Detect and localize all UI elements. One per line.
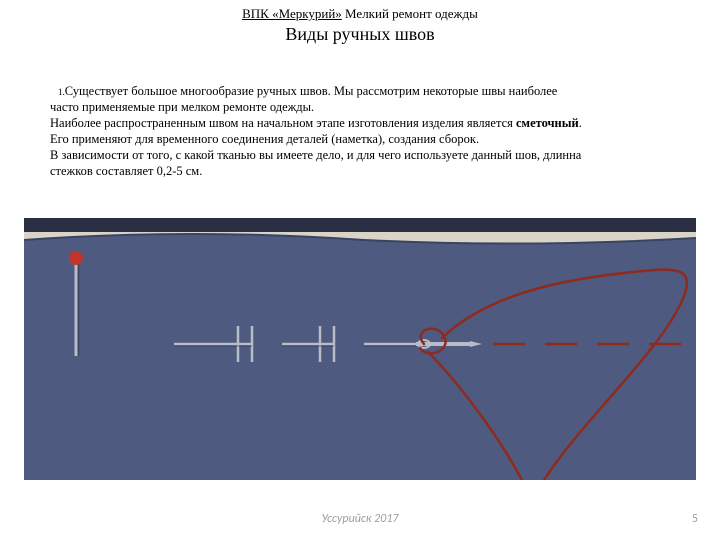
fabric (24, 234, 696, 480)
list-number: 1. (58, 87, 65, 97)
para2-line3: В зависимости от того, с какой тканью вы… (50, 147, 678, 163)
stitch-illustration (24, 218, 696, 480)
page-title: Виды ручных швов (0, 24, 720, 45)
body-text: 1.Существует большое многообразие ручных… (0, 45, 720, 179)
header-line: ВПК «Меркурий» Мелкий ремонт одежды (0, 6, 720, 22)
topic: Мелкий ремонт одежды (342, 6, 478, 21)
para2-line2: Его применяют для временного соединения … (50, 131, 678, 147)
page-number: 5 (692, 512, 698, 526)
fabric-shadow-top (24, 218, 696, 232)
para1-line2: часто применяемые при мелком ремонте оде… (50, 99, 678, 115)
footer-text: Уссурийск 2017 (0, 512, 720, 526)
org-name: ВПК «Меркурий» (242, 6, 342, 21)
para1-line1: 1.Существует большое многообразие ручных… (58, 83, 678, 99)
pin-head (69, 251, 83, 265)
para2-line1: Наиболее распространенным швом на началь… (50, 115, 678, 131)
header: ВПК «Меркурий» Мелкий ремонт одежды Виды… (0, 0, 720, 45)
para2-line4: стежков составляет 0,2-5 см. (50, 163, 678, 179)
